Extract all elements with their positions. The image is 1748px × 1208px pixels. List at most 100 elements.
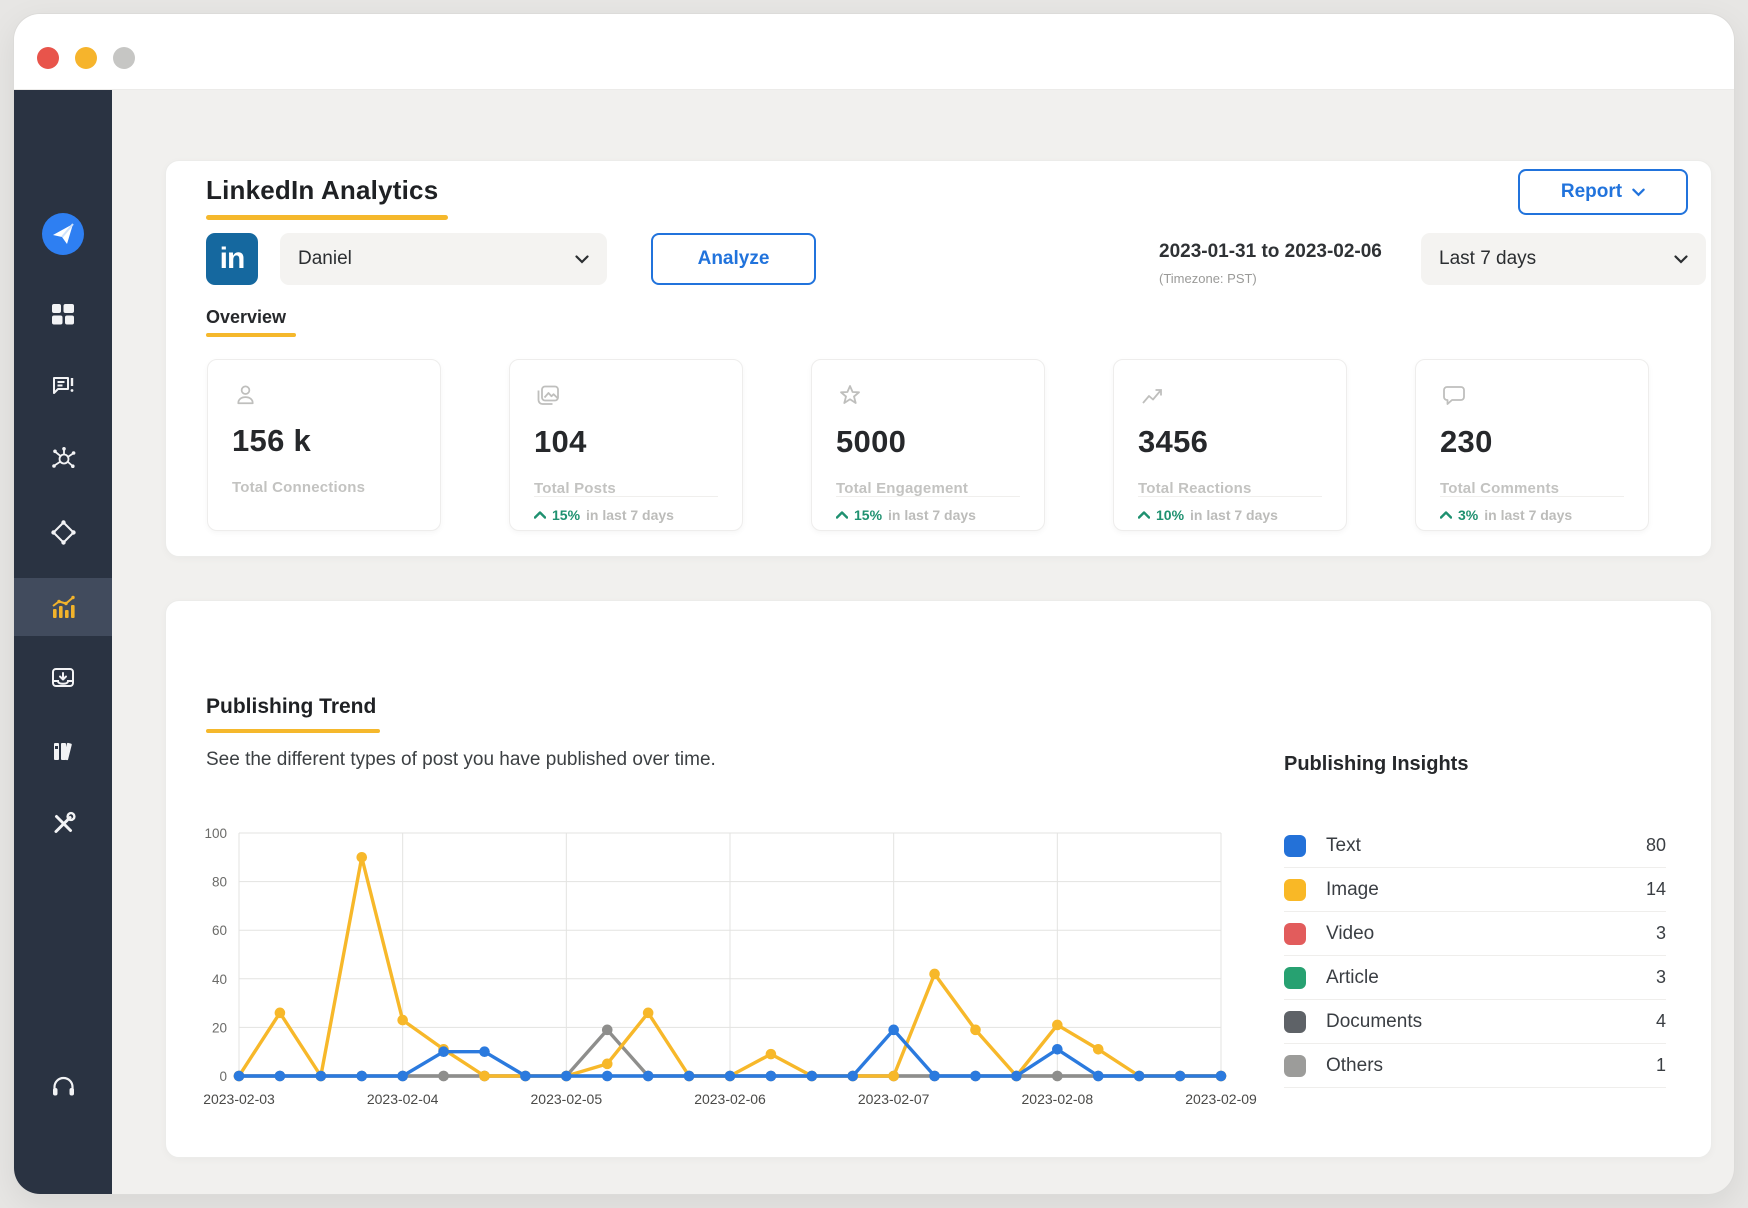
insight-row-others[interactable]: Others 1 <box>1284 1044 1666 1088</box>
chevron-down-icon <box>575 254 589 264</box>
trend-up-icon <box>1138 511 1150 519</box>
legend-swatch-icon <box>1284 966 1306 989</box>
publishing-trend-subtitle: See the different types of post you have… <box>206 749 716 770</box>
chevron-down-icon <box>1632 188 1645 196</box>
app-logo-send-icon[interactable] <box>14 208 112 260</box>
divider <box>1138 496 1322 497</box>
insight-row-video[interactable]: Video 3 <box>1284 912 1666 956</box>
stat-card-posts: 104 Total Posts 15% in last 7 days <box>509 359 743 531</box>
publishing-trend-card: Publishing Trend See the different types… <box>165 600 1712 1158</box>
svg-text:2023-02-04: 2023-02-04 <box>367 1091 439 1107</box>
svg-text:60: 60 <box>212 923 227 938</box>
inbox-icon[interactable] <box>14 652 112 704</box>
person-icon <box>237 385 254 405</box>
zoom-window-button[interactable] <box>113 47 135 69</box>
legend-swatch-icon <box>1284 1054 1306 1077</box>
svg-text:40: 40 <box>212 972 227 987</box>
trend-suffix: in last 7 days <box>888 507 976 523</box>
tools-icon[interactable] <box>14 797 112 849</box>
svg-text:2023-02-06: 2023-02-06 <box>694 1091 766 1107</box>
overview-label: Overview <box>206 307 287 327</box>
reactions-icon <box>1142 389 1162 404</box>
stat-card-connections: 156 k Total Connections <box>207 359 441 531</box>
close-window-button[interactable] <box>37 47 59 69</box>
chevron-down-icon <box>1674 254 1688 264</box>
insight-row-documents[interactable]: Documents 4 <box>1284 1000 1666 1044</box>
insight-label: Image <box>1326 878 1379 900</box>
messages-alert-icon[interactable] <box>14 360 112 412</box>
divider <box>1440 496 1624 497</box>
stat-value: 104 <box>534 424 587 459</box>
trend-up-icon <box>836 511 848 519</box>
legend-swatch-icon <box>1284 878 1306 901</box>
trend-pct: 3% <box>1458 507 1479 523</box>
trend-suffix: in last 7 days <box>1190 507 1278 523</box>
publishing-insights-title: Publishing Insights <box>1284 753 1469 775</box>
divider <box>534 496 718 497</box>
svg-text:20: 20 <box>212 1020 227 1035</box>
support-headphones-icon[interactable] <box>14 1060 112 1112</box>
report-button[interactable]: Report <box>1518 169 1688 215</box>
stat-label: Total Posts <box>534 480 616 497</box>
insight-row-article[interactable]: Article 3 <box>1284 956 1666 1000</box>
stat-value: 230 <box>1440 424 1493 459</box>
library-icon[interactable] <box>14 725 112 777</box>
divider <box>836 496 1020 497</box>
trend-pct: 15% <box>552 507 581 523</box>
stat-label: Total Engagement <box>836 480 969 497</box>
trend-suffix: in last 7 days <box>1484 507 1573 523</box>
analyze-button[interactable]: Analyze <box>651 233 816 285</box>
insight-row-text[interactable]: Text 80 <box>1284 824 1666 868</box>
dashboard-icon[interactable] <box>14 288 112 340</box>
trend-up-icon <box>534 511 546 519</box>
insight-row-image[interactable]: Image 14 <box>1284 868 1666 912</box>
insight-value: 14 <box>1645 879 1666 899</box>
stat-value: 156 k <box>232 423 312 458</box>
publishing-trend-underline <box>206 729 380 733</box>
overview-underline <box>206 333 296 337</box>
sidebar-item-analytics-active[interactable] <box>14 578 112 636</box>
insight-value: 1 <box>1655 1055 1666 1075</box>
insight-label: Text <box>1326 834 1361 856</box>
page-title: LinkedIn Analytics <box>206 175 439 205</box>
nodes-diamond-icon[interactable] <box>14 506 112 558</box>
posts-icon <box>537 385 559 405</box>
linkedin-logo: in <box>206 233 258 285</box>
title-underline <box>206 215 448 220</box>
insight-label: Article <box>1326 966 1379 988</box>
publishing-trend-title: Publishing Trend <box>206 695 377 718</box>
sidebar <box>14 90 112 1194</box>
stat-label: Total Comments <box>1440 480 1560 497</box>
legend-swatch-icon <box>1284 1010 1306 1033</box>
stat-value: 5000 <box>836 424 907 459</box>
insight-value: 3 <box>1655 967 1666 987</box>
period-dropdown-value: Last 7 days <box>1439 248 1537 269</box>
comments-icon <box>1443 386 1465 405</box>
analytics-header-card: LinkedIn Analytics in Daniel Analyze 202… <box>165 160 1712 557</box>
network-hub-icon[interactable] <box>14 433 112 485</box>
stat-trend: 15% in last 7 days <box>836 507 976 523</box>
svg-text:2023-02-03: 2023-02-03 <box>203 1091 275 1107</box>
stat-trend: 3% in last 7 days <box>1440 507 1572 523</box>
minimize-window-button[interactable] <box>75 47 97 69</box>
insight-label: Others <box>1326 1054 1384 1076</box>
svg-text:80: 80 <box>212 875 227 890</box>
insight-value: 80 <box>1645 835 1666 855</box>
analytics-icon <box>14 581 112 633</box>
stat-trend: 10% in last 7 days <box>1138 507 1278 523</box>
account-dropdown[interactable]: Daniel <box>280 233 607 285</box>
svg-text:100: 100 <box>204 826 227 841</box>
svg-text:2023-02-09: 2023-02-09 <box>1185 1091 1257 1107</box>
stat-label: Total Connections <box>232 479 366 496</box>
publishing-trend-chart[interactable]: 0 20 40 60 80 100 2023-02-03 2023-02-04 2023-02-… <box>181 786 1281 1136</box>
star-icon <box>840 385 860 404</box>
legend-swatch-icon <box>1284 834 1306 857</box>
svg-text:2023-02-07: 2023-02-07 <box>858 1091 930 1107</box>
trend-pct: 15% <box>854 507 883 523</box>
insight-value: 3 <box>1655 923 1666 943</box>
period-dropdown[interactable]: Last 7 days <box>1421 233 1706 285</box>
svg-text:2023-02-08: 2023-02-08 <box>1022 1091 1094 1107</box>
account-dropdown-value: Daniel <box>298 248 352 269</box>
window-titlebar <box>14 14 1734 90</box>
